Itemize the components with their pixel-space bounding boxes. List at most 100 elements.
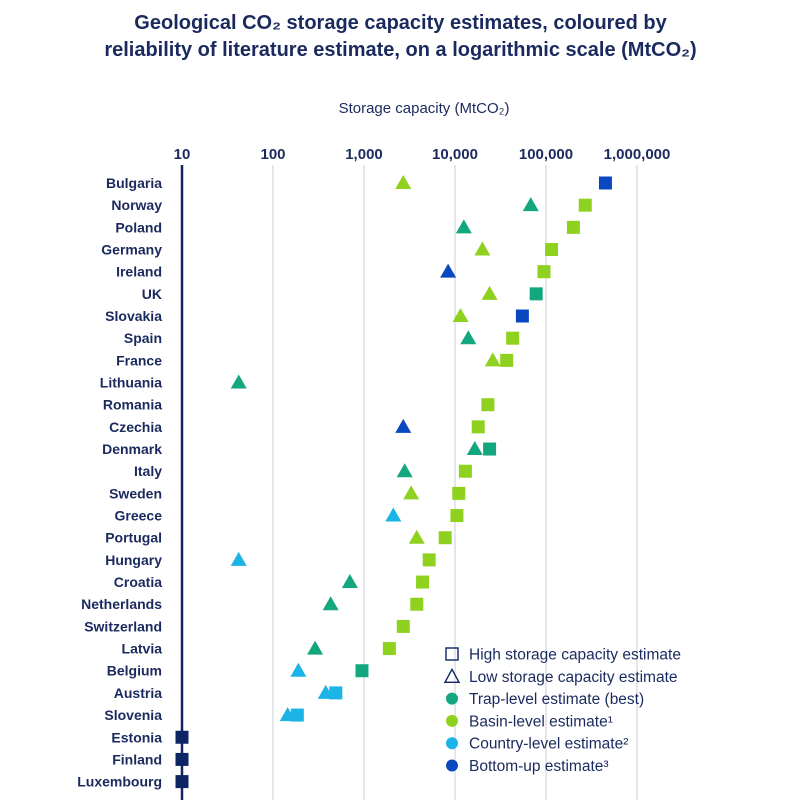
country-label: Poland xyxy=(115,219,162,235)
low-estimate-marker xyxy=(230,374,247,389)
low-estimate-marker xyxy=(395,175,412,189)
high-estimate-marker xyxy=(529,287,543,301)
low-estimate-marker xyxy=(230,551,247,566)
country-label: Ireland xyxy=(116,264,162,280)
chart-title-line-2: reliability of literature estimate, on a… xyxy=(104,39,697,61)
legend-label: Low storage capacity estimate xyxy=(469,669,678,686)
low-estimate-marker xyxy=(452,308,469,323)
low-estimate-marker xyxy=(466,441,483,456)
high-estimate-marker xyxy=(422,553,436,567)
high-estimate-marker xyxy=(355,664,369,678)
country-label: Croatia xyxy=(114,574,162,590)
high-estimate-marker xyxy=(396,619,410,633)
high-estimate-marker xyxy=(175,730,189,744)
chart-title: Geological CO₂ storage capacity estimate… xyxy=(0,10,801,64)
high-estimate-marker xyxy=(175,752,189,766)
x-axis-label: Storage capacity (MtCO₂) xyxy=(339,100,510,117)
country-label: Slovakia xyxy=(105,308,162,324)
high-estimate-marker xyxy=(506,331,520,345)
x-tick-label: 1,000 xyxy=(345,146,383,163)
low-estimate-marker xyxy=(460,330,477,345)
high-estimate-marker xyxy=(382,642,396,656)
country-label: Slovenia xyxy=(104,707,162,723)
country-label: Finland xyxy=(112,751,162,767)
low-estimate-marker xyxy=(408,529,425,544)
legend-label: Country-level estimate² xyxy=(469,736,628,753)
high-estimate-marker xyxy=(416,575,430,589)
high-estimate-marker xyxy=(450,509,464,523)
low-estimate-marker xyxy=(307,640,324,655)
country-label: Romania xyxy=(103,397,162,413)
country-label: Czechia xyxy=(109,419,162,435)
country-label: Luxembourg xyxy=(77,774,162,790)
high-estimate-marker xyxy=(290,708,304,722)
legend-square-icon xyxy=(445,647,459,661)
high-estimate-marker xyxy=(578,198,592,212)
country-label: Netherlands xyxy=(81,596,162,612)
country-label: Hungary xyxy=(105,552,162,568)
high-estimate-marker xyxy=(329,686,343,700)
low-estimate-marker xyxy=(455,219,472,234)
legend-color-dot xyxy=(446,714,458,727)
low-estimate-marker xyxy=(522,197,539,212)
legend-color-dot xyxy=(446,737,458,750)
low-estimate-marker xyxy=(341,574,358,589)
low-estimate-marker xyxy=(396,463,413,478)
high-estimate-marker xyxy=(566,220,580,234)
high-estimate-marker xyxy=(175,775,189,789)
country-label: Greece xyxy=(115,508,163,524)
country-label: Norway xyxy=(111,197,162,213)
legend-label: Bottom-up estimate³ xyxy=(469,758,609,775)
legend-label: Basin-level estimate¹ xyxy=(469,713,613,730)
legend-label: Trap-level estimate (best) xyxy=(469,691,644,708)
high-estimate-marker xyxy=(598,176,612,190)
high-estimate-marker xyxy=(483,442,497,456)
country-label: UK xyxy=(142,286,162,302)
legend-label: High storage capacity estimate xyxy=(469,647,681,664)
low-estimate-marker xyxy=(474,241,491,256)
x-tick-label: 10,000 xyxy=(432,146,478,163)
country-label: Belgium xyxy=(107,663,162,679)
low-estimate-marker xyxy=(395,418,412,433)
legend-color-dot xyxy=(446,692,458,705)
high-estimate-marker xyxy=(481,398,495,412)
country-label: Portugal xyxy=(105,530,162,546)
legend: High storage capacity estimate Low storag… xyxy=(443,647,681,775)
country-label: Germany xyxy=(101,242,162,258)
country-label: Italy xyxy=(134,463,162,479)
country-label: Denmark xyxy=(102,441,162,457)
country-label: Bulgaria xyxy=(106,175,162,191)
high-estimate-marker xyxy=(410,597,424,611)
data-points xyxy=(175,175,612,789)
country-label: France xyxy=(116,352,162,368)
high-estimate-marker xyxy=(500,353,514,367)
high-estimate-marker xyxy=(452,486,466,500)
high-estimate-marker xyxy=(458,464,472,478)
x-tick-label: 100 xyxy=(260,146,285,163)
x-tick-label: 100,000 xyxy=(519,146,573,163)
high-estimate-marker xyxy=(515,309,529,323)
low-estimate-marker xyxy=(385,507,402,522)
gridlines xyxy=(180,165,638,800)
low-estimate-marker xyxy=(322,596,339,611)
country-label: Switzerland xyxy=(84,618,162,634)
high-estimate-marker xyxy=(471,420,485,434)
country-label: Latvia xyxy=(122,641,163,657)
country-label: Sweden xyxy=(109,485,162,501)
low-estimate-marker xyxy=(403,485,420,500)
low-estimate-marker xyxy=(440,263,457,278)
low-estimate-marker xyxy=(290,662,307,677)
high-estimate-marker xyxy=(438,531,452,545)
high-estimate-marker xyxy=(537,265,551,279)
country-label: Austria xyxy=(114,685,162,701)
low-estimate-marker xyxy=(481,285,498,300)
country-label: Spain xyxy=(124,330,162,346)
x-axis-ticks: 10 100 1,000 10,000 100,000 1,000,000 xyxy=(174,146,671,163)
country-label: Estonia xyxy=(111,729,162,745)
low-estimate-marker xyxy=(484,352,501,367)
legend-triangle-icon xyxy=(443,667,461,683)
country-labels: Bulgaria Norway Poland Germany Ireland UK Slov… xyxy=(77,175,162,790)
x-tick-label: 1,000,000 xyxy=(604,146,671,163)
x-tick-label: 10 xyxy=(174,146,191,163)
